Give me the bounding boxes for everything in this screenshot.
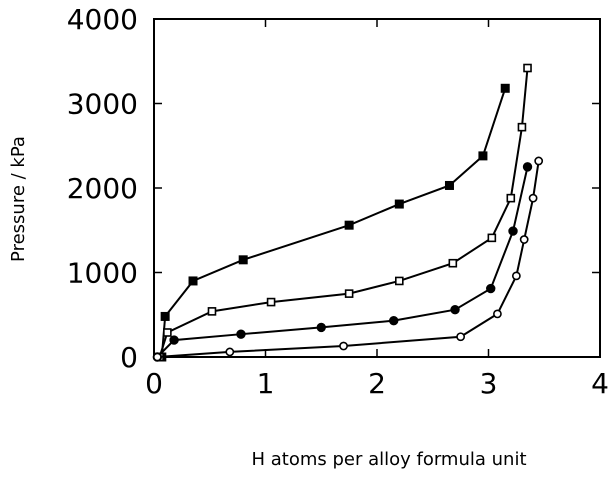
data-point xyxy=(511,271,521,281)
x-tick-label: 3 xyxy=(480,367,498,400)
data-point xyxy=(450,304,460,315)
data-point xyxy=(225,347,235,357)
data-point xyxy=(394,276,404,286)
data-point xyxy=(478,151,488,161)
series-line xyxy=(157,160,540,358)
data-point xyxy=(236,329,246,339)
y-tick-label: 4000 xyxy=(67,3,138,36)
data-point xyxy=(508,226,518,236)
x-tick-label: 4 xyxy=(591,367,609,400)
x-axis-label: H atoms per alloy formula unit xyxy=(251,449,526,470)
data-point xyxy=(344,220,354,230)
data-point xyxy=(188,276,198,286)
data-point xyxy=(238,255,248,265)
plot-layer: 0 1 2 3 4 0 1000 2000 3000 4000 xyxy=(67,3,609,400)
data-point xyxy=(316,322,326,333)
data-point xyxy=(487,233,497,243)
plot-frame xyxy=(153,18,601,358)
data-point xyxy=(506,193,516,203)
data-point xyxy=(207,307,217,316)
data-point xyxy=(152,352,162,362)
data-point xyxy=(389,315,399,326)
data-point xyxy=(394,199,404,209)
data-point xyxy=(493,309,502,319)
y-tick-label: 2000 xyxy=(67,172,138,205)
data-point xyxy=(163,328,172,337)
data-point xyxy=(339,341,348,351)
data-point xyxy=(456,332,466,342)
data-point xyxy=(344,289,354,298)
data-point xyxy=(528,193,538,203)
data-point xyxy=(517,122,527,132)
x-tick-label: 1 xyxy=(257,367,275,400)
series-line xyxy=(160,87,507,358)
data-point xyxy=(523,63,532,73)
data-point xyxy=(160,311,170,321)
data-point xyxy=(522,162,533,172)
y-axis-label: Pressure / kPa xyxy=(8,136,29,262)
y-tick-label: 3000 xyxy=(67,88,138,121)
data-point xyxy=(534,156,544,166)
data-point xyxy=(486,283,496,294)
y-tick-label: 0 xyxy=(120,341,138,374)
x-tick-label: 0 xyxy=(145,367,163,400)
data-point xyxy=(266,297,276,307)
data-point xyxy=(519,235,529,244)
data-point xyxy=(448,258,458,268)
data-point xyxy=(500,83,510,93)
data-point xyxy=(444,180,454,190)
series-line xyxy=(156,166,529,358)
y-tick-label: 1000 xyxy=(67,257,138,290)
x-tick-label: 2 xyxy=(368,367,386,400)
data-point xyxy=(169,335,179,345)
